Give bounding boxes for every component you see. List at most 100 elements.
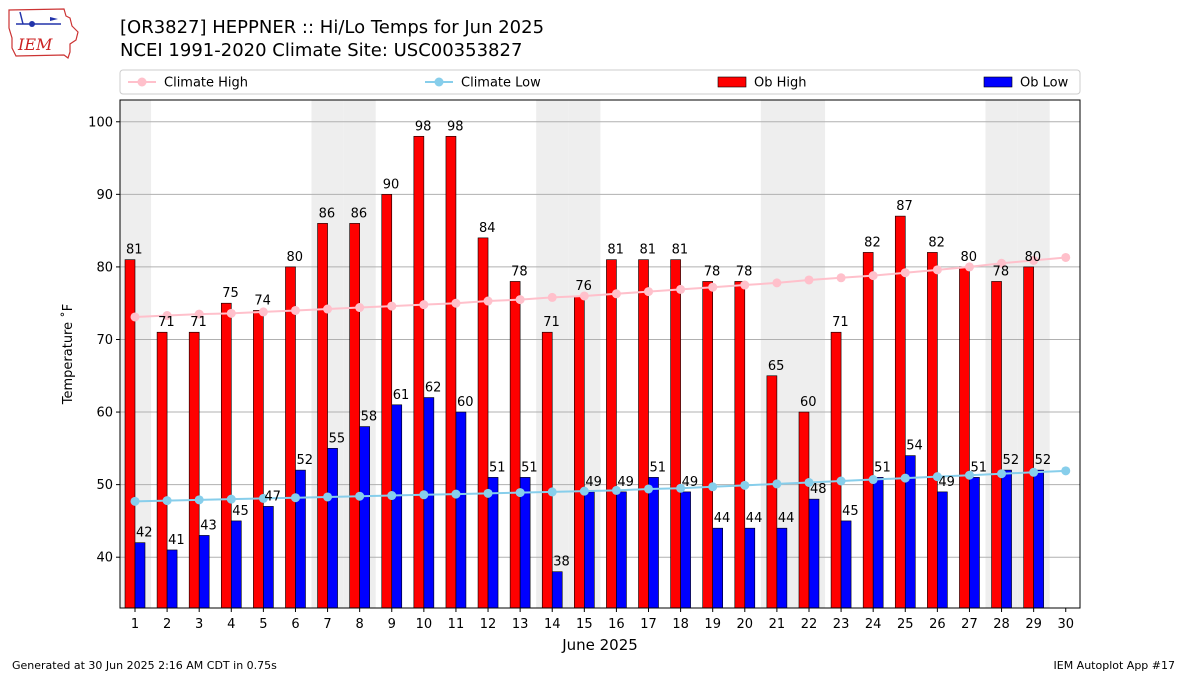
ob-low-bar — [230, 520, 242, 609]
x-tick-label: 12 — [480, 617, 497, 632]
climate-low-point — [547, 487, 557, 497]
climate-high-point — [1029, 255, 1039, 265]
legend-label: Ob Low — [1020, 76, 1069, 91]
ob-high-label: 80 — [286, 250, 303, 265]
climate-high-point — [323, 304, 333, 314]
data-labels: 81 71 71 75 74 80 86 86 90 98 98 84 78 71 76 81 81 81 78 78… — [126, 119, 1051, 569]
climate-high-point — [932, 265, 942, 275]
ob-high-label: 75 — [222, 286, 239, 301]
climate-high-point — [258, 307, 268, 317]
ob-high-label: 71 — [158, 315, 175, 330]
climate-high-point — [740, 280, 750, 290]
legend-box — [119, 69, 1081, 95]
ob-low-label: 55 — [329, 431, 346, 446]
ob-high-label: 80 — [1025, 250, 1042, 265]
climate-high-point — [836, 273, 846, 283]
ob-high-bar — [959, 266, 970, 609]
x-tick-label: 20 — [737, 617, 754, 632]
ob-low-bar — [198, 535, 210, 609]
ob-low-bar — [1033, 469, 1044, 609]
ob-low-label: 52 — [1003, 453, 1020, 468]
legend: Climate High Climate Low Ob High Ob Low — [119, 69, 1081, 95]
x-tick-label: 26 — [929, 617, 946, 632]
x-tick-label: 9 — [388, 617, 396, 632]
ob-low-label: 49 — [585, 475, 602, 490]
ob-high-bar — [734, 281, 746, 609]
climate-low-point — [964, 470, 974, 480]
climate-high-point — [451, 298, 461, 308]
ob-high-bar — [798, 411, 810, 609]
y-tick-label: 90 — [96, 188, 113, 203]
climate-high-point — [355, 303, 365, 313]
ob-high-bar — [541, 331, 553, 609]
ob-low-bar — [551, 571, 563, 609]
logo-text: IEM — [17, 35, 53, 54]
climate-high-point — [708, 282, 718, 292]
climate-low-point — [387, 491, 397, 501]
y-tick-label: 100 — [88, 115, 113, 130]
x-tick-label: 8 — [356, 617, 364, 632]
ob-low-bar — [744, 527, 756, 609]
ob-low-bar — [872, 477, 884, 609]
climate-low-point — [772, 479, 782, 489]
x-tick-label: 13 — [512, 617, 529, 632]
x-tick-label: 3 — [195, 617, 203, 632]
x-axis: 1 2 3 4 5 6 7 8 9 10 11 12 13 14 15 16 17 18 19 20 21 22 23 24 2… — [131, 608, 1074, 632]
ob-high-bar — [509, 281, 521, 609]
climate-high-point — [579, 291, 589, 301]
ob-low-label: 44 — [746, 511, 763, 526]
x-tick-label: 14 — [544, 617, 561, 632]
ob-low-bar — [1001, 469, 1012, 609]
ob-low-label: 43 — [200, 518, 217, 533]
ob-high-label: 71 — [543, 315, 560, 330]
chart-subtitle: NCEI 1991-2020 Climate Site: USC00353827 — [120, 40, 523, 61]
ob-low-bar — [776, 527, 788, 609]
ob-high-label: 90 — [383, 177, 400, 192]
x-tick-label: 10 — [416, 617, 433, 632]
ob-low-label: 45 — [232, 504, 249, 519]
ob-high-label: 82 — [864, 235, 881, 250]
climate-low-point — [323, 492, 333, 502]
ob-low-label: 51 — [650, 460, 667, 475]
ob-high-bar — [766, 375, 778, 609]
x-tick-label: 21 — [769, 617, 786, 632]
x-tick-label: 4 — [227, 617, 235, 632]
x-tick-label: 11 — [448, 617, 465, 632]
climate-high-point — [387, 301, 397, 311]
x-tick-label: 15 — [576, 617, 593, 632]
ob-low-bar — [680, 491, 691, 609]
climate-high-point — [419, 300, 429, 310]
ob-high-label: 78 — [511, 264, 528, 279]
ob-high-label: 84 — [479, 221, 496, 236]
ob-low-bar — [712, 527, 724, 609]
ob-low-bar — [391, 404, 403, 609]
ob-low-label: 60 — [457, 395, 474, 410]
climate-high-point — [162, 311, 172, 321]
ob-low-label: 54 — [906, 439, 923, 454]
ob-low-label: 49 — [938, 475, 955, 490]
ob-high-label: 86 — [351, 206, 368, 221]
climate-low-point — [676, 483, 686, 493]
ob-low-bar — [423, 397, 435, 609]
ob-low-bar — [937, 491, 948, 609]
app-footer: IEM Autoplot App #17 — [1053, 659, 1176, 672]
climate-high-point — [964, 262, 974, 272]
climate-high-point — [515, 295, 525, 305]
climate-low-point — [290, 493, 300, 503]
legend-label: Climate Low — [461, 76, 541, 91]
ob-high-bar — [927, 252, 938, 609]
gridlines — [120, 121, 1080, 558]
ob-low-bar — [840, 520, 852, 609]
climate-low-point — [1061, 466, 1071, 476]
chart-title: [OR3827] HEPPNER :: Hi/Lo Temps for Jun … — [120, 17, 545, 38]
x-tick-label: 24 — [865, 617, 882, 632]
ob-low-bar — [519, 477, 531, 609]
ob-high-bar — [381, 194, 393, 609]
x-tick-label: 17 — [640, 617, 657, 632]
legend-bar-swatch — [983, 76, 1013, 88]
x-tick-label: 6 — [291, 617, 299, 632]
climate-high-point — [1061, 252, 1071, 262]
ob-low-bar — [648, 477, 659, 609]
ob-high-bar — [574, 295, 585, 609]
climate-high-point — [868, 271, 878, 281]
